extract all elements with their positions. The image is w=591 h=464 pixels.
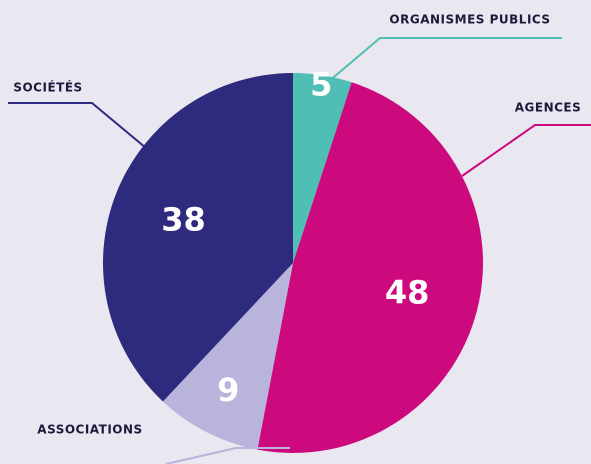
value-label: 38 bbox=[161, 201, 206, 239]
value-label: 9 bbox=[217, 371, 239, 409]
pie-slice bbox=[103, 73, 293, 402]
pie-slice bbox=[293, 73, 352, 263]
pie-slice bbox=[257, 82, 484, 454]
value-label: 48 bbox=[385, 273, 430, 311]
category-label: SOCIÉTÉS bbox=[13, 80, 82, 95]
leader-line bbox=[8, 102, 147, 149]
category-label: ASSOCIATIONS bbox=[37, 423, 142, 437]
category-label: AGENCES bbox=[515, 101, 582, 115]
pie-slice bbox=[162, 263, 293, 450]
leader-line bbox=[165, 447, 290, 464]
leader-line bbox=[327, 37, 562, 83]
value-label: 5 bbox=[310, 66, 332, 104]
leader-line bbox=[461, 124, 591, 177]
category-label: ORGANISMES PUBLICS bbox=[389, 13, 550, 27]
